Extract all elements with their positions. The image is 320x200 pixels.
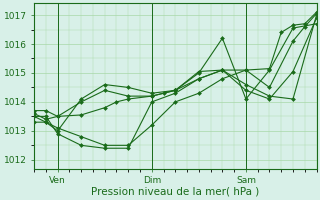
X-axis label: Pression niveau de la mer( hPa ): Pression niveau de la mer( hPa ) bbox=[91, 187, 260, 197]
